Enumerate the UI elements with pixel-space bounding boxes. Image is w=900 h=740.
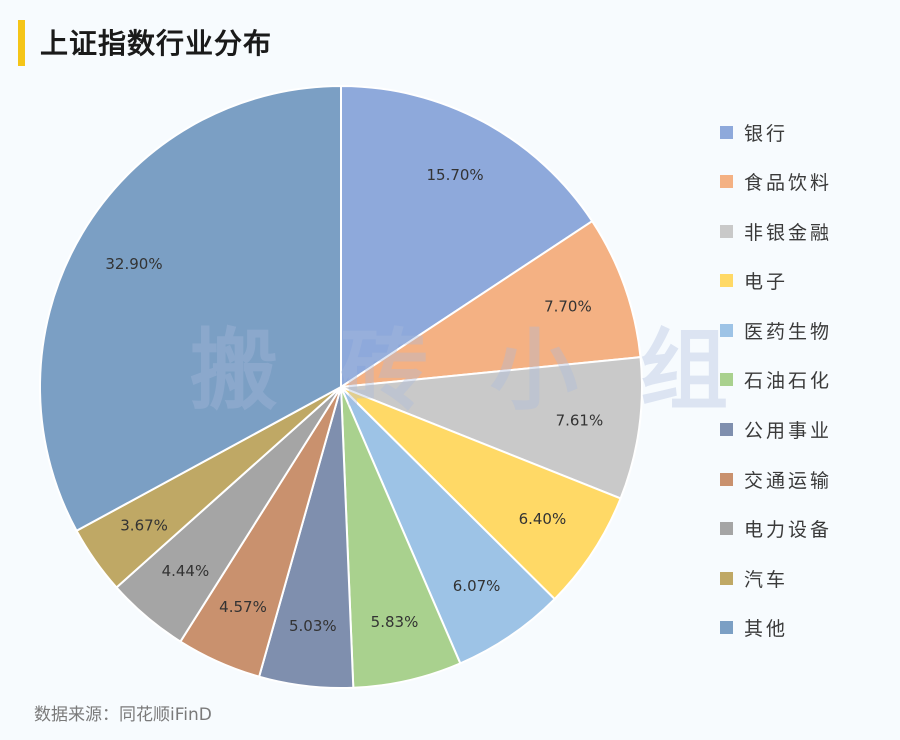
legend-label: 电子 — [744, 271, 789, 294]
legend-swatch — [720, 274, 733, 288]
legend-item-9: 电力设备 — [720, 517, 832, 541]
legend-swatch — [720, 423, 733, 437]
pie-data-label-11: 32.90% — [105, 255, 162, 273]
chart-legend: 银行食品饮料非银金融电子医药生物石油石化公用事业交通运输电力设备汽车其他 — [720, 120, 832, 666]
legend-item-11: 其他 — [720, 616, 832, 640]
pie-slice-3 — [340, 356, 644, 500]
legend-swatch — [720, 373, 733, 387]
pie-slice-11 — [39, 84, 342, 533]
legend-label: 银行 — [744, 122, 789, 145]
legend-label: 医药生物 — [744, 320, 833, 343]
pie-slice-2 — [340, 219, 642, 388]
legend-swatch — [720, 522, 733, 536]
legend-swatch — [720, 472, 733, 486]
data-source: 数据来源：同花顺iFinD — [34, 705, 212, 725]
legend-label: 非银金融 — [744, 221, 833, 244]
legend-item-2: 食品饮料 — [720, 170, 832, 194]
pie-slice-1 — [340, 84, 594, 389]
pie-data-label-7: 5.03% — [289, 617, 337, 635]
pie-data-label-1: 15.70% — [426, 166, 483, 184]
pie-data-label-4: 6.40% — [519, 510, 567, 528]
legend-item-8: 交通运输 — [720, 467, 833, 492]
pie-data-label-2: 7.70% — [544, 297, 592, 315]
legend-swatch — [720, 224, 733, 238]
pie-data-label-5: 6.07% — [453, 577, 501, 595]
watermark-text: 搬砖小组 — [190, 319, 791, 422]
legend-label: 其他 — [744, 618, 789, 641]
pie-data-label-6: 5.83% — [371, 613, 419, 631]
legend-item-3: 非银金融 — [720, 219, 833, 244]
chart-title: 上证指数行业分布 — [40, 27, 273, 60]
legend-item-1: 银行 — [720, 120, 832, 145]
legend-swatch — [720, 125, 733, 139]
legend-label: 公用事业 — [744, 420, 833, 443]
legend-item-7: 公用事业 — [720, 418, 832, 442]
pie-data-label-10: 3.67% — [120, 517, 168, 535]
legend-item-4: 电子 — [720, 269, 832, 293]
pie-data-label-8: 4.57% — [219, 598, 267, 616]
title-accent-bar — [18, 20, 25, 66]
legend-item-10: 汽车 — [720, 566, 832, 591]
legend-label: 汽车 — [744, 568, 789, 591]
legend-label: 电力设备 — [744, 519, 833, 542]
pie-data-label-9: 4.44% — [162, 562, 210, 580]
legend-swatch — [720, 621, 733, 635]
legend-swatch — [720, 175, 733, 189]
legend-label: 石油石化 — [744, 370, 833, 393]
legend-swatch — [720, 323, 733, 337]
legend-swatch — [720, 571, 733, 585]
legend-item-6: 石油石化 — [720, 368, 832, 392]
pie-slice-4 — [340, 386, 622, 601]
legend-label: 交通运输 — [744, 469, 833, 492]
legend-label: 食品饮料 — [744, 172, 833, 195]
legend-item-5: 医药生物 — [720, 318, 833, 343]
pie-data-label-3: 7.61% — [556, 412, 604, 430]
